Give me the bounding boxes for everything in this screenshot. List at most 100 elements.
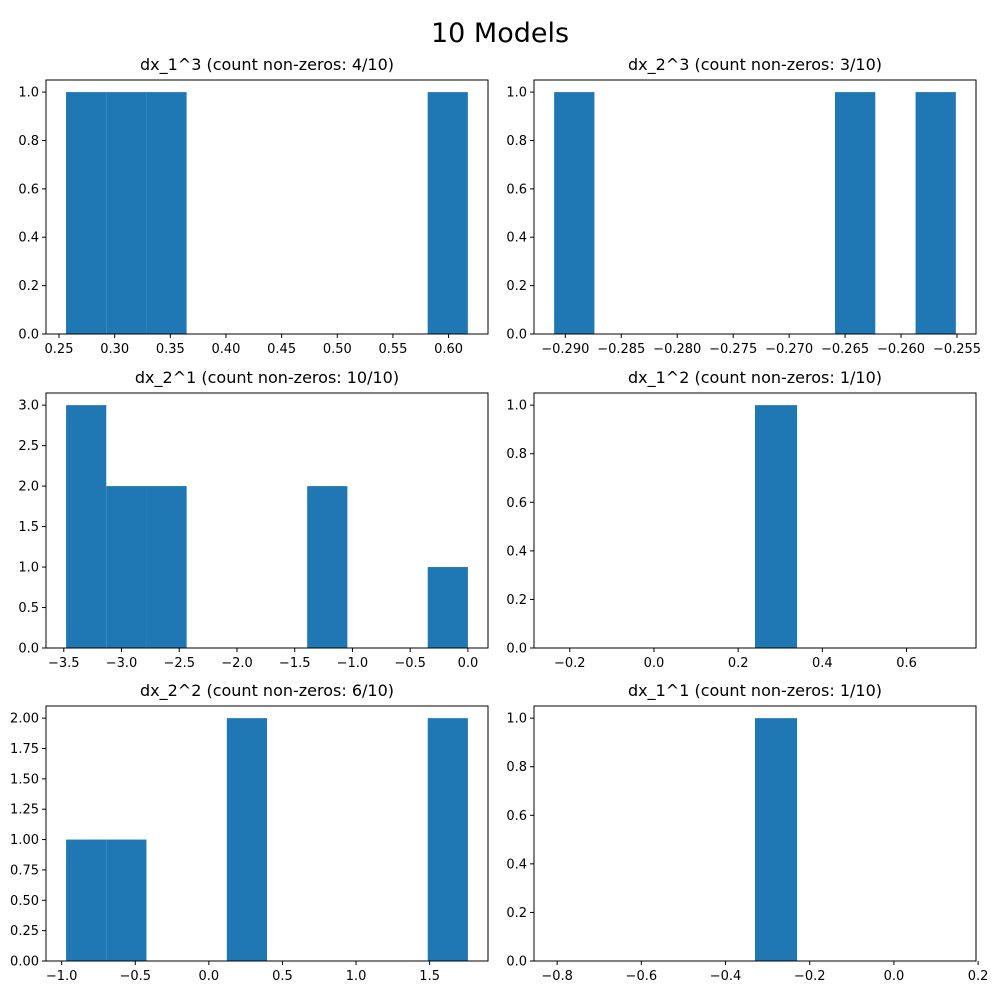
- x-tick-label: 0.5: [272, 969, 293, 984]
- subplot-grid: dx_1^3 (count non-zeros: 4/10) 0.25 0.30 0.…: [10, 55, 988, 984]
- subplot-5: dx_2^2 (count non-zeros: 6/10) −1.0 −0.5 0.…: [10, 681, 489, 984]
- y-tick-label: 0.4: [506, 857, 527, 872]
- x-tick-label: 0.25: [45, 342, 74, 357]
- x-tick-label: 0.6: [896, 656, 917, 671]
- x-tick-label: −1.0: [337, 656, 369, 671]
- y-tick-label: 0.6: [18, 182, 39, 197]
- histogram-bar: [66, 405, 107, 648]
- axes-frame: [533, 392, 977, 649]
- x-tick-label: −0.280: [653, 342, 701, 357]
- x-tick-label: 0.0: [199, 969, 220, 984]
- y-tick-label: 1.00: [10, 833, 39, 848]
- y-tick-label: 0.75: [10, 863, 39, 878]
- axes-frame: [45, 705, 489, 962]
- subplot-title: dx_1^2 (count non-zeros: 1/10): [628, 368, 882, 388]
- y-tick-label: 0.2: [506, 593, 527, 608]
- y-tick-label: 1.50: [10, 772, 39, 787]
- x-tick-label: 0.2: [968, 969, 989, 984]
- y-tick-label: 0.5: [18, 601, 39, 616]
- subplot-title: dx_2^2 (count non-zeros: 6/10): [140, 681, 394, 701]
- histogram-bar: [554, 92, 595, 334]
- x-tick-label: −0.4: [710, 969, 742, 984]
- subplot-title: dx_1^3 (count non-zeros: 4/10): [140, 55, 394, 75]
- x-tick-label: 1.0: [346, 969, 367, 984]
- y-tick-label: 0.8: [506, 760, 527, 775]
- x-tick-label: 0.50: [323, 342, 352, 357]
- x-tick-label: −0.6: [626, 969, 658, 984]
- x-tick-label: −3.5: [48, 656, 80, 671]
- y-tick-label: 1.0: [506, 86, 527, 101]
- subplot-4: dx_1^2 (count non-zeros: 1/10) −0.2 0.0 0.2…: [506, 368, 977, 671]
- histogram-bar: [66, 839, 107, 961]
- x-tick-label: 0.2: [728, 656, 749, 671]
- axes-frame: [533, 705, 977, 962]
- histogram-bar: [106, 486, 147, 648]
- x-tick-label: −1.5: [279, 656, 311, 671]
- histogram-bar: [755, 718, 798, 961]
- y-tick-label: 2.00: [10, 712, 39, 727]
- histogram-bar: [226, 718, 267, 961]
- y-tick-label: 0.0: [506, 328, 527, 343]
- x-tick-label: −0.8: [541, 969, 573, 984]
- y-tick-label: 0.00: [10, 955, 39, 970]
- histogram-bar: [307, 486, 348, 648]
- histogram-bar: [427, 92, 468, 334]
- x-tick-label: −0.5: [394, 656, 426, 671]
- x-tick-label: −0.260: [877, 342, 925, 357]
- histogram-bar: [915, 92, 956, 334]
- y-tick-label: 0.4: [506, 544, 527, 559]
- x-tick-label: 0.30: [100, 342, 129, 357]
- x-tick-label: −2.5: [163, 656, 195, 671]
- y-tick-label: 0.6: [506, 809, 527, 824]
- x-tick-label: 0.35: [156, 342, 185, 357]
- x-tick-label: 0.60: [434, 342, 463, 357]
- y-tick-label: 1.25: [10, 803, 39, 818]
- x-tick-label: 0.4: [812, 656, 833, 671]
- y-tick-label: 0.8: [18, 134, 39, 149]
- subplot-title: dx_2^3 (count non-zeros: 3/10): [628, 55, 882, 75]
- x-tick-label: −2.0: [221, 656, 253, 671]
- x-tick-label: 0.0: [884, 969, 905, 984]
- x-tick-label: −0.275: [709, 342, 757, 357]
- x-tick-label: 0.45: [267, 342, 296, 357]
- x-tick-label: −0.2: [554, 656, 586, 671]
- y-tick-label: 1.0: [18, 86, 39, 101]
- x-tick-label: 0.40: [212, 342, 241, 357]
- y-tick-label: 0.2: [506, 906, 527, 921]
- x-tick-label: −0.285: [597, 342, 645, 357]
- figure-title: 10 Models: [431, 18, 569, 49]
- y-tick-label: 2.5: [18, 439, 39, 454]
- subplot-2: dx_2^3 (count non-zeros: 3/10) −0.290 −0.2…: [506, 55, 981, 357]
- x-tick-label: 1.5: [419, 969, 440, 984]
- histogram-bar: [755, 405, 798, 648]
- y-tick-label: 0.0: [18, 642, 39, 657]
- y-tick-label: 2.0: [18, 480, 39, 495]
- x-tick-label: −3.0: [106, 656, 138, 671]
- x-tick-label: −0.2: [794, 969, 826, 984]
- x-tick-label: −1.0: [46, 969, 78, 984]
- y-tick-label: 1.75: [10, 742, 39, 757]
- subplot-6: dx_1^1 (count non-zeros: 1/10) −0.8 −0.6 −0…: [506, 681, 988, 984]
- x-tick-label: 0.0: [644, 656, 665, 671]
- histogram-bar: [146, 92, 187, 334]
- y-tick-label: 0.0: [506, 642, 527, 657]
- x-tick-label: 0.0: [458, 656, 479, 671]
- y-tick-label: 0.0: [506, 955, 527, 970]
- x-tick-label: −0.270: [765, 342, 813, 357]
- y-tick-label: 0.2: [18, 279, 39, 294]
- axes-frame: [45, 79, 489, 335]
- histogram-bar: [106, 839, 147, 961]
- x-tick-label: 0.55: [378, 342, 407, 357]
- x-tick-label: −0.265: [821, 342, 869, 357]
- y-tick-label: 0.6: [506, 496, 527, 511]
- histogram-bar: [427, 718, 468, 961]
- y-tick-label: 1.0: [506, 399, 527, 414]
- subplot-1: dx_1^3 (count non-zeros: 4/10) 0.25 0.30 0.…: [18, 55, 489, 357]
- y-tick-label: 0.6: [506, 182, 527, 197]
- y-tick-label: 0.4: [18, 231, 39, 246]
- histogram-bar: [106, 92, 147, 334]
- axes-frame: [533, 79, 977, 335]
- histogram-bar: [427, 567, 468, 648]
- subplot-title: dx_1^1 (count non-zeros: 1/10): [628, 681, 882, 701]
